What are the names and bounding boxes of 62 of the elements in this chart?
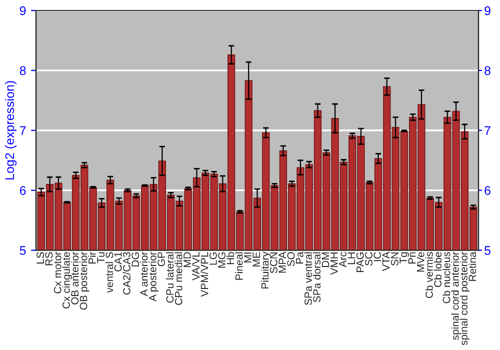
x-tick-label: OB posterior <box>80 252 90 310</box>
y2-tick-label: 7 <box>484 126 490 135</box>
x-tick-label: Tu <box>97 252 104 264</box>
x-tick-label: Pituitary <box>261 252 271 288</box>
x-tick-label: VPM/VPL <box>200 252 208 297</box>
x-tick-label: Arc <box>339 252 346 268</box>
y-axis-title: Log2 (expression) <box>4 81 17 180</box>
x-tick-label: SO <box>287 252 295 266</box>
x-tick-label: VMH <box>330 252 338 275</box>
x-tick-label: CA1 <box>114 252 122 272</box>
x-tick-label: Hb <box>226 252 234 264</box>
x-tick-label: SCN <box>270 252 278 274</box>
x-tick-label: ME <box>252 252 260 266</box>
y2-tick-label: 6 <box>484 186 490 195</box>
x-tick-label: SPa ventral <box>304 252 312 306</box>
x-tick-label: MG <box>218 252 226 268</box>
x-tick-label: spinal cord posterior <box>460 252 470 346</box>
x-tick-label: spinal cord anterior <box>451 252 461 340</box>
x-tick-label: LS <box>36 252 44 264</box>
x-tick-label: DM <box>322 252 330 267</box>
x-tick-label: IC <box>374 252 382 262</box>
x-tick-label: Retina <box>468 252 476 281</box>
x-tick-label: MI <box>244 252 252 262</box>
y-tick-label: 9 <box>20 6 26 16</box>
x-tick-label: SN <box>390 252 398 266</box>
x-tick-label: MD <box>184 252 191 267</box>
x-tick-label: CPu medial <box>174 252 182 305</box>
x-tick-label: DG <box>132 252 140 266</box>
x-tick-label: GP <box>158 252 165 266</box>
x-tick-label: MPA <box>278 252 286 273</box>
x-tick-label: ventral S <box>105 252 114 293</box>
y2-tick-label: 8 <box>484 66 490 76</box>
x-tick-label: CA2/CA3 <box>122 252 130 295</box>
y-tick-label: 5 <box>20 246 26 255</box>
x-tick-label: SPa dorsal <box>312 252 321 302</box>
x-tick-label: Pa <box>296 252 304 264</box>
x-tick-label: RS <box>45 252 53 266</box>
x-tick-label: A posterior <box>148 252 158 302</box>
x-tick-label: A anterior <box>140 252 148 296</box>
x-tick-label: MVe <box>416 252 424 272</box>
x-tick-label: Pn <box>408 252 416 264</box>
x-tick-label: LG <box>209 252 217 265</box>
x-tick-label: Cb nucleus <box>442 252 450 304</box>
x-tick-label: VA/VL <box>192 252 200 280</box>
x-tick-label: Tg <box>400 252 410 264</box>
x-tick-label: SC <box>365 252 372 266</box>
y-tick-label: 8 <box>20 66 26 76</box>
y-tick-label: 6 <box>20 186 26 195</box>
x-tick-label: Cx cingulate <box>62 252 72 308</box>
x-tick-label: LH <box>348 252 356 264</box>
y-tick-label: 7 <box>20 126 26 135</box>
y2-tick-label: 9 <box>484 6 490 16</box>
x-tick-label: OB anterior <box>70 252 79 304</box>
x-tick-label: PAG <box>356 252 364 272</box>
x-tick-label: VTA <box>382 252 390 272</box>
x-tick-label: Pir <box>88 252 96 264</box>
x-tick-label: Cb vermis <box>425 252 433 298</box>
x-tick-label: CPu lateral <box>166 252 174 303</box>
x-tick-label: Cx motor <box>54 252 62 294</box>
x-tick-label: Cb lobe <box>434 252 442 288</box>
x-tick-label: Pineal <box>235 252 243 280</box>
y2-tick-label: 5 <box>484 246 490 255</box>
